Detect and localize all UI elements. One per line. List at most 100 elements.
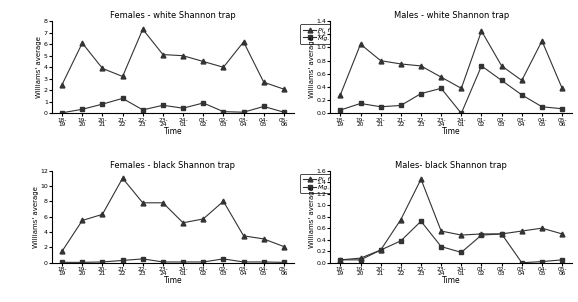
X-axis label: Time: Time — [442, 127, 461, 136]
Pi. fischeri — [438, 229, 444, 233]
Mg. migonei — [260, 104, 267, 108]
Mg.migonei — [337, 258, 344, 262]
Mg. migonei — [220, 110, 227, 114]
Mg. migonei — [139, 108, 146, 112]
Legend: Pi. fischeri, Mg. migonei: Pi. fischeri, Mg. migonei — [299, 24, 360, 44]
Mg.migonei — [518, 261, 525, 265]
Pi. fischeri — [518, 79, 525, 82]
Title: Males - white Shannon trap: Males - white Shannon trap — [394, 11, 509, 20]
X-axis label: Time: Time — [164, 127, 182, 136]
X-axis label: Time: Time — [442, 276, 461, 285]
Pi. fischeri — [518, 229, 525, 233]
Mg.migonei — [337, 108, 344, 112]
Title: Females - black Shannon trap: Females - black Shannon trap — [110, 161, 235, 170]
Mg.migonei — [397, 104, 404, 107]
Pi. fischeri — [240, 40, 247, 44]
Line: Pi. fischeri: Pi. fischeri — [60, 176, 286, 254]
Mg.migonei — [417, 220, 424, 223]
Mg.migonei — [357, 258, 364, 262]
Mg. migonei — [119, 97, 126, 100]
Pi. fischeri — [180, 54, 187, 58]
Mg. migonei — [160, 104, 166, 107]
Line: Pi. fischeri: Pi. fischeri — [338, 177, 565, 262]
Pi. fischeri — [119, 75, 126, 78]
Mg.migonei — [559, 107, 566, 111]
Title: Females - white Shannon trap: Females - white Shannon trap — [110, 11, 236, 20]
Pi. fischeri — [280, 245, 287, 249]
Pi. fischeri — [417, 64, 424, 68]
Pi. fischeri — [417, 177, 424, 181]
Legend: Pi. fischeri, Mg. migonei: Pi. fischeri, Mg. migonei — [299, 174, 360, 193]
Pi. fischeri — [458, 233, 465, 237]
Pi. fischeri — [79, 41, 86, 45]
Mg. migonei — [220, 257, 227, 261]
Line: Mg.migonei: Mg.migonei — [338, 63, 565, 116]
Line: Mg. migonei: Mg. migonei — [60, 96, 286, 115]
Y-axis label: Williams' average: Williams' average — [32, 186, 39, 248]
Pi. fischeri — [119, 176, 126, 180]
Pi. fischeri — [160, 201, 166, 205]
Mg. migonei — [200, 260, 207, 264]
Pi. fischeri — [377, 59, 384, 63]
Pi. fischeri — [397, 62, 404, 66]
Mg.migonei — [438, 245, 444, 249]
Mg.migonei — [357, 102, 364, 105]
Mg. migonei — [79, 108, 86, 111]
Pi. fischeri — [539, 226, 546, 230]
Mg. migonei — [260, 260, 267, 264]
Mg.migonei — [539, 105, 546, 109]
Pi. fischeri — [139, 201, 146, 205]
Mg. migonei — [240, 111, 247, 114]
Mg. migonei — [139, 257, 146, 261]
Pi. fischeri — [58, 249, 65, 253]
Mg. migonei — [280, 261, 287, 264]
Mg.migonei — [397, 239, 404, 243]
Pi. fischeri — [220, 66, 227, 69]
Pi. fischeri — [180, 221, 187, 225]
Pi. fischeri — [498, 232, 505, 236]
Mg. migonei — [200, 101, 207, 105]
Y-axis label: Williams' average: Williams' average — [309, 186, 315, 248]
Mg.migonei — [539, 260, 546, 263]
Pi. fischeri — [458, 86, 465, 90]
Pi. fischeri — [539, 39, 546, 43]
Pi. fischeri — [377, 248, 384, 252]
Pi. fischeri — [260, 237, 267, 241]
Pi. fischeri — [438, 75, 444, 79]
Mg.migonei — [377, 248, 384, 252]
Mg.migonei — [377, 105, 384, 109]
X-axis label: Time: Time — [164, 276, 182, 285]
Pi. fischeri — [280, 87, 287, 91]
Mg.migonei — [498, 79, 505, 82]
Pi. fischeri — [397, 218, 404, 221]
Pi. fischeri — [357, 256, 364, 260]
Title: Males- black Shannon trap: Males- black Shannon trap — [395, 161, 507, 170]
Pi. fischeri — [99, 66, 106, 70]
Mg. migonei — [58, 111, 65, 114]
Pi. fischeri — [79, 219, 86, 222]
Pi. fischeri — [337, 93, 344, 97]
Mg. migonei — [160, 260, 166, 264]
Mg. migonei — [99, 102, 106, 106]
Mg.migonei — [478, 64, 485, 68]
Mg.migonei — [458, 111, 465, 115]
Pi. fischeri — [99, 213, 106, 216]
Pi. fischeri — [220, 199, 227, 203]
Mg.migonei — [417, 92, 424, 95]
Line: Pi. fischeri: Pi. fischeri — [338, 29, 565, 97]
Line: Mg.migonei: Mg.migonei — [338, 219, 565, 265]
Pi. fischeri — [240, 234, 247, 238]
Mg. migonei — [58, 261, 65, 264]
Pi. fischeri — [559, 232, 566, 236]
Pi. fischeri — [478, 232, 485, 236]
Pi. fischeri — [200, 60, 207, 63]
Mg. migonei — [79, 261, 86, 264]
Pi. fischeri — [498, 64, 505, 68]
Y-axis label: Williams' average: Williams' average — [36, 36, 42, 98]
Mg. migonei — [99, 260, 106, 264]
Pi. fischeri — [337, 258, 344, 262]
Pi. fischeri — [160, 53, 166, 56]
Y-axis label: Williams' average: Williams' average — [309, 36, 315, 98]
Mg. migonei — [180, 106, 187, 110]
Pi. fischeri — [559, 86, 566, 90]
